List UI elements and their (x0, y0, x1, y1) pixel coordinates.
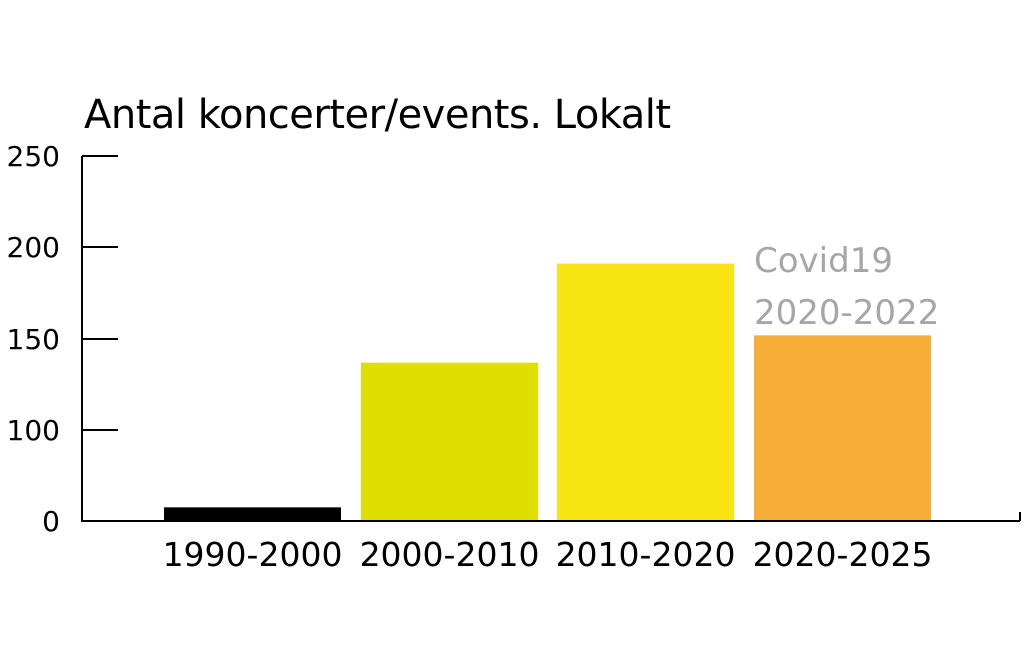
y-ticks-group: 250 200 150 100 0 (7, 140, 118, 538)
y-tick-label-100: 100 (7, 414, 60, 447)
x-categories-group: 1990-2000 2000-2010 2010-2020 2020-2025 (163, 535, 933, 574)
annotation-line-2: 2020-2022 (754, 293, 939, 333)
bar-2020-2025 (754, 335, 931, 521)
chart-title: Antal koncerter/events. Lokalt (84, 92, 671, 138)
y-tick-label-200: 200 (7, 231, 60, 264)
y-tick-label-0: 0 (42, 505, 60, 538)
annotation-group: Covid19 2020-2022 (754, 241, 939, 333)
bar-2010-2020 (557, 263, 734, 521)
bar-1990-2000 (164, 507, 341, 521)
bar-2000-2010 (361, 362, 538, 521)
x-category-label-2020-2025: 2020-2025 (753, 535, 933, 574)
annotation-line-1: Covid19 (754, 241, 893, 281)
bars-group (164, 263, 931, 521)
y-tick-label-250: 250 (7, 140, 60, 173)
x-category-label-1990-2000: 1990-2000 (163, 535, 343, 574)
x-category-label-2010-2020: 2010-2020 (556, 535, 736, 574)
x-category-label-2000-2010: 2000-2010 (360, 535, 540, 574)
y-tick-label-150: 150 (7, 323, 60, 356)
